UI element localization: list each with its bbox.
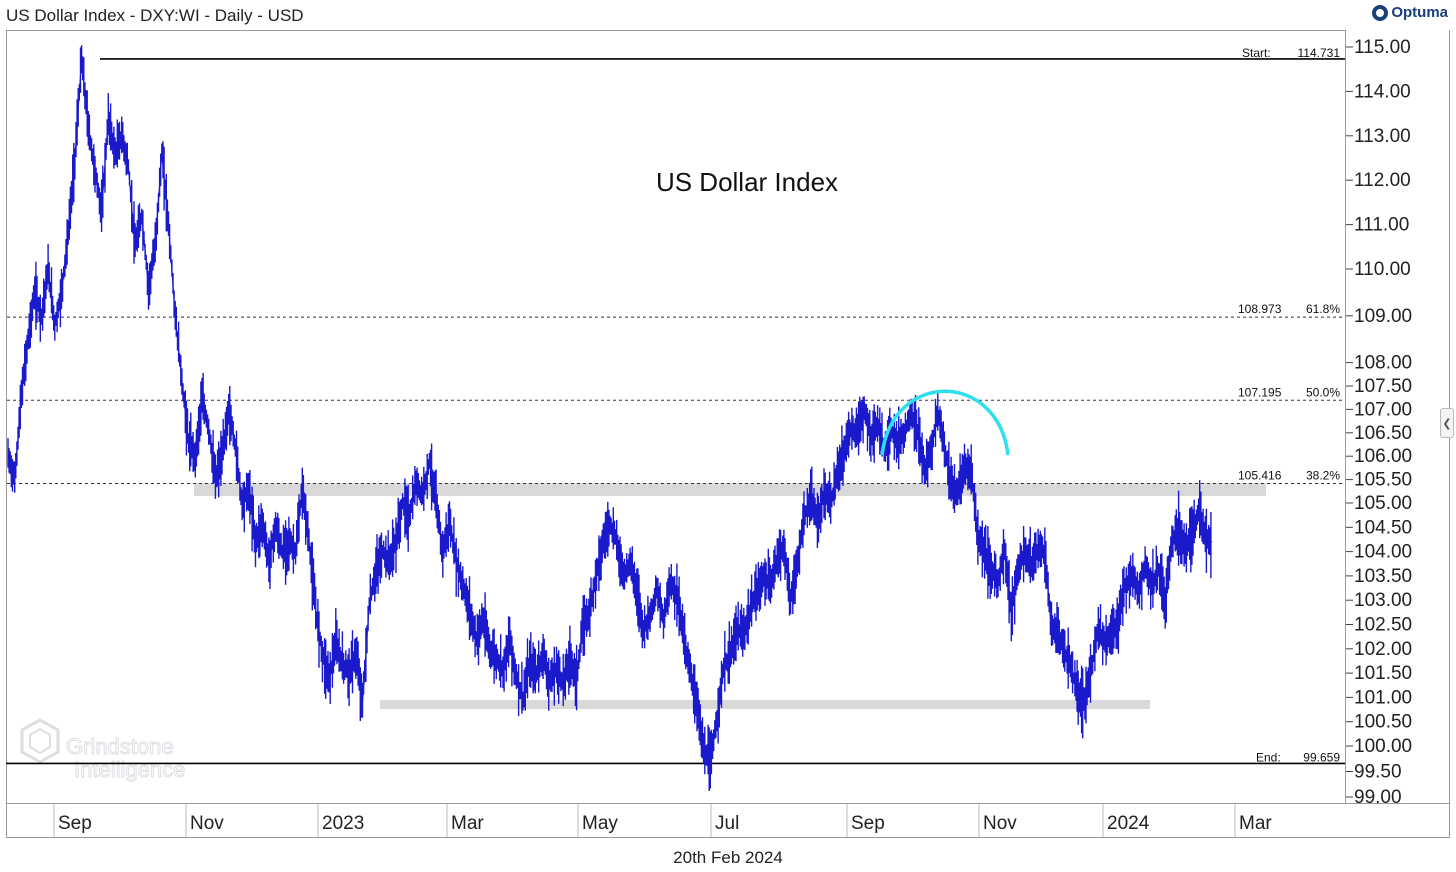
y-tick-label: 103.50 bbox=[1354, 566, 1412, 587]
y-tick-label: 101.50 bbox=[1354, 663, 1412, 684]
watermark: Grindstone Intelligence bbox=[20, 718, 186, 783]
y-tick-label: 101.00 bbox=[1354, 687, 1412, 708]
x-tick-label: Sep bbox=[58, 813, 92, 834]
y-tick-label: 111.00 bbox=[1354, 215, 1409, 236]
y-tick-label: 108.00 bbox=[1354, 353, 1412, 374]
collapse-panel-button[interactable]: ❮ bbox=[1440, 408, 1454, 438]
price-series-layer bbox=[7, 45, 1213, 791]
y-tick-label: 105.50 bbox=[1354, 470, 1412, 491]
y-tick-label: 102.50 bbox=[1354, 615, 1412, 636]
fib-level-pct: 61.8% bbox=[1306, 302, 1340, 316]
optuma-logo-icon bbox=[1372, 4, 1389, 21]
y-tick-label: 107.00 bbox=[1354, 399, 1412, 420]
rounded-top-arc bbox=[880, 389, 1010, 456]
y-tick-label: 100.50 bbox=[1354, 712, 1412, 733]
x-axis-ticks: Sep Nov 2023 Mar May Jul Sep Nov 2024 Mar bbox=[53, 804, 1272, 837]
fib-level-value: 105.416 bbox=[1238, 469, 1282, 483]
watermark-hexagon-icon bbox=[20, 718, 60, 764]
x-tick-label: Mar bbox=[451, 813, 484, 834]
price-line bbox=[7, 58, 1213, 766]
y-tick-label: 110.00 bbox=[1354, 259, 1411, 280]
y-tick-label: 99.00 bbox=[1354, 787, 1402, 808]
start-value: 114.731 bbox=[1298, 46, 1341, 60]
x-tick-label: 2023 bbox=[322, 813, 364, 834]
x-tick-label: May bbox=[582, 813, 618, 834]
y-tick-label: 105.00 bbox=[1354, 493, 1412, 514]
x-tick-label: Nov bbox=[190, 813, 224, 834]
y-tick-label: 99.50 bbox=[1354, 762, 1402, 783]
x-tick-label: Sep bbox=[851, 813, 885, 834]
y-tick-label: 113.00 bbox=[1354, 126, 1411, 147]
fibonacci-levels: Start: 114.731 End: 99.659 108.973 61.8% 107.1… bbox=[6, 46, 1345, 764]
y-axis-ticks: 115.00 114.00 113.00 112.00 111.00 110.00 109.… bbox=[1346, 37, 1412, 808]
y-tick-label: 109.00 bbox=[1354, 306, 1412, 327]
x-tick-label: Mar bbox=[1239, 813, 1272, 834]
fib-level-pct: 38.2% bbox=[1306, 469, 1340, 483]
support-resistance-zones bbox=[194, 483, 1266, 709]
end-value: 99.659 bbox=[1303, 750, 1340, 764]
chart-title: US Dollar Index bbox=[656, 167, 838, 197]
price-bars bbox=[7, 45, 1212, 791]
resistance-zone bbox=[194, 483, 1266, 496]
optuma-logo: Optuma bbox=[1372, 4, 1448, 21]
y-tick-label: 106.50 bbox=[1354, 423, 1412, 444]
y-tick-label: 102.00 bbox=[1354, 639, 1412, 660]
x-tick-label: Jul bbox=[715, 813, 739, 834]
y-tick-label: 112.00 bbox=[1354, 170, 1411, 191]
y-tick-label: 104.50 bbox=[1354, 517, 1412, 538]
watermark-inner-hexagon-icon bbox=[29, 727, 51, 755]
x-tick-label: 2024 bbox=[1107, 813, 1150, 834]
fib-level-value: 107.195 bbox=[1238, 385, 1282, 399]
end-label: End: bbox=[1256, 750, 1281, 764]
y-tick-label: 104.00 bbox=[1354, 542, 1412, 563]
fib-level-pct: 50.0% bbox=[1306, 385, 1340, 399]
y-tick-label: 114.00 bbox=[1354, 81, 1411, 102]
fib-level-value: 108.973 bbox=[1238, 302, 1282, 316]
footer-date: 20th Feb 2024 bbox=[673, 848, 783, 867]
watermark-line2: Intelligence bbox=[74, 757, 185, 782]
y-tick-label: 107.50 bbox=[1354, 376, 1412, 397]
y-tick-label: 115.00 bbox=[1354, 37, 1411, 58]
chart-header-title: US Dollar Index - DXY:WI - Daily - USD bbox=[6, 6, 304, 25]
start-label: Start: bbox=[1242, 46, 1271, 60]
support-zone bbox=[380, 700, 1150, 709]
y-tick-label: 103.00 bbox=[1354, 590, 1412, 611]
x-tick-label: Nov bbox=[983, 813, 1017, 834]
watermark-line1: Grindstone bbox=[66, 734, 174, 759]
y-tick-label: 100.00 bbox=[1354, 736, 1412, 757]
y-tick-label: 106.00 bbox=[1354, 446, 1412, 467]
optuma-logo-text: Optuma bbox=[1391, 4, 1448, 21]
